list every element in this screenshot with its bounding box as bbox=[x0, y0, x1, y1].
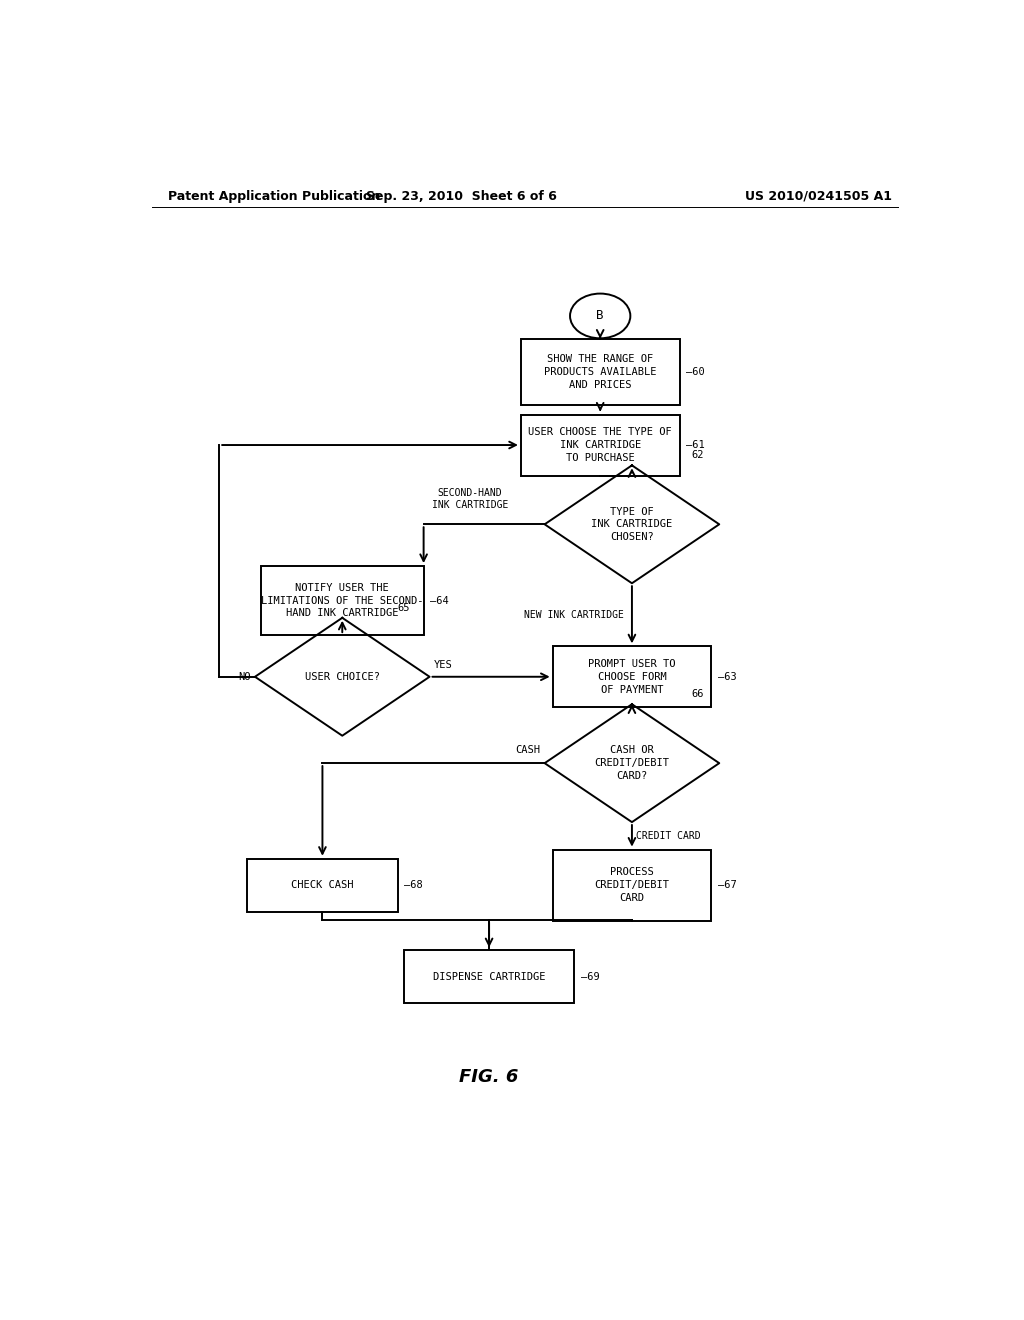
Text: USER CHOICE?: USER CHOICE? bbox=[305, 672, 380, 681]
Polygon shape bbox=[255, 618, 430, 735]
Bar bbox=[261, 566, 424, 635]
Text: 66: 66 bbox=[691, 689, 703, 700]
Text: CREDIT CARD: CREDIT CARD bbox=[636, 830, 700, 841]
Text: —69: —69 bbox=[581, 972, 599, 982]
Text: FIG. 6: FIG. 6 bbox=[460, 1068, 519, 1086]
Text: —64: —64 bbox=[430, 595, 449, 606]
Text: 65: 65 bbox=[397, 603, 411, 612]
Polygon shape bbox=[545, 466, 719, 583]
Text: NEW INK CARTRIDGE: NEW INK CARTRIDGE bbox=[524, 610, 624, 620]
Text: —60: —60 bbox=[686, 367, 705, 376]
Bar bbox=[247, 859, 397, 912]
Bar bbox=[553, 647, 712, 708]
Text: NOTIFY USER THE
LIMITATIONS OF THE SECOND-
HAND INK CARTRIDGE: NOTIFY USER THE LIMITATIONS OF THE SECON… bbox=[261, 582, 424, 618]
Ellipse shape bbox=[570, 293, 631, 338]
Text: NO: NO bbox=[239, 672, 251, 681]
Bar bbox=[521, 339, 680, 405]
Text: —67: —67 bbox=[718, 880, 736, 890]
Text: —63: —63 bbox=[718, 672, 736, 681]
Text: Sep. 23, 2010  Sheet 6 of 6: Sep. 23, 2010 Sheet 6 of 6 bbox=[366, 190, 557, 202]
Text: 62: 62 bbox=[691, 450, 703, 461]
Text: SECOND-HAND
INK CARTRIDGE: SECOND-HAND INK CARTRIDGE bbox=[431, 488, 508, 510]
Text: CASH: CASH bbox=[516, 744, 541, 755]
Text: DISPENSE CARTRIDGE: DISPENSE CARTRIDGE bbox=[433, 972, 546, 982]
Text: —61: —61 bbox=[686, 440, 705, 450]
Polygon shape bbox=[545, 704, 719, 822]
Text: CASH OR
CREDIT/DEBIT
CARD?: CASH OR CREDIT/DEBIT CARD? bbox=[595, 746, 670, 781]
Text: USER CHOOSE THE TYPE OF
INK CARTRIDGE
TO PURCHASE: USER CHOOSE THE TYPE OF INK CARTRIDGE TO… bbox=[528, 428, 672, 463]
Text: PROCESS
CREDIT/DEBIT
CARD: PROCESS CREDIT/DEBIT CARD bbox=[595, 867, 670, 903]
Bar bbox=[403, 950, 574, 1003]
Text: SHOW THE RANGE OF
PRODUCTS AVAILABLE
AND PRICES: SHOW THE RANGE OF PRODUCTS AVAILABLE AND… bbox=[544, 354, 656, 389]
Text: PROMPT USER TO
CHOOSE FORM
OF PAYMENT: PROMPT USER TO CHOOSE FORM OF PAYMENT bbox=[588, 659, 676, 694]
Bar bbox=[521, 414, 680, 475]
Text: B: B bbox=[596, 309, 604, 322]
Text: US 2010/0241505 A1: US 2010/0241505 A1 bbox=[744, 190, 892, 202]
Text: —68: —68 bbox=[404, 880, 423, 890]
Text: CHECK CASH: CHECK CASH bbox=[291, 880, 353, 890]
Bar bbox=[553, 850, 712, 921]
Text: Patent Application Publication: Patent Application Publication bbox=[168, 190, 380, 202]
Text: TYPE OF
INK CARTRIDGE
CHOSEN?: TYPE OF INK CARTRIDGE CHOSEN? bbox=[591, 507, 673, 543]
Text: YES: YES bbox=[433, 660, 453, 669]
